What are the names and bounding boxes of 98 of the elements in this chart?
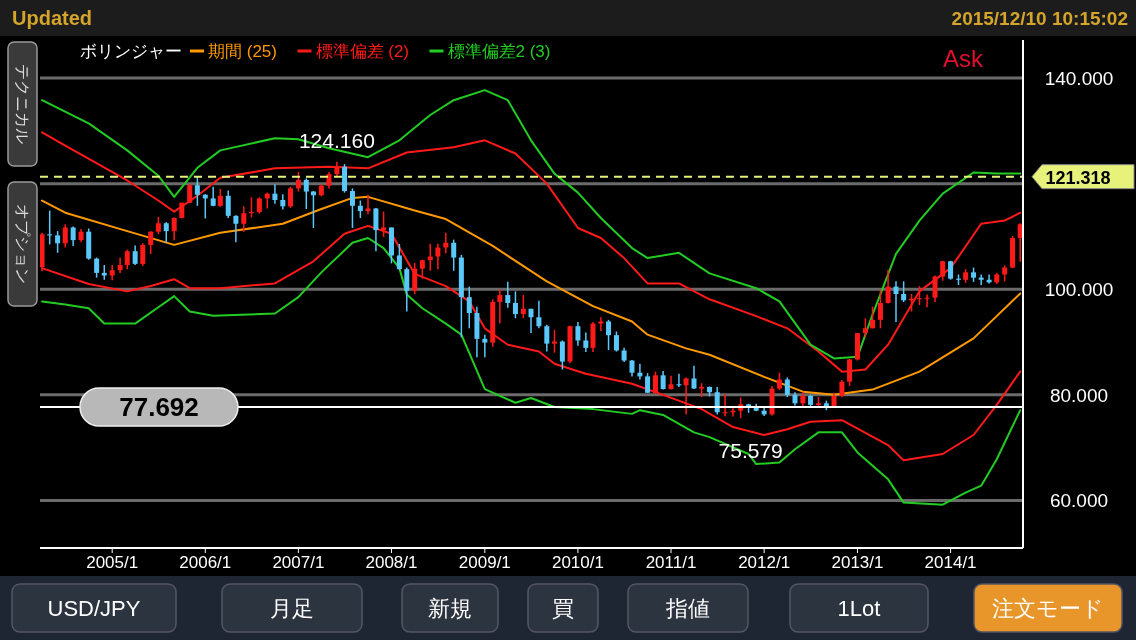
candlestick: [272, 183, 278, 205]
candlestick: [660, 370, 666, 391]
candlestick: [132, 244, 138, 266]
candlestick: [559, 339, 565, 371]
candlestick: [862, 317, 868, 339]
candlestick: [482, 333, 488, 359]
candlestick: [885, 268, 891, 305]
candlestick: [163, 221, 169, 244]
candlestick: [70, 225, 76, 247]
candlestick: [171, 216, 177, 241]
candlestick: [373, 207, 379, 252]
ref-line-label: 121.318: [1045, 167, 1111, 188]
candlestick: [877, 289, 883, 330]
candlestick: [303, 177, 309, 210]
candlestick: [248, 196, 254, 219]
text: 月足: [270, 596, 314, 621]
annotation: 124.160: [298, 128, 375, 152]
legend-label: 標準偏差 (2): [315, 42, 409, 61]
x-tick-label: 2005/1: [86, 553, 139, 572]
text: 2015/12/10 10:15:02: [951, 8, 1128, 29]
candlestick: [613, 330, 619, 353]
candlestick: [606, 319, 612, 351]
line-series: [41, 237, 1022, 506]
candlestick: [652, 370, 658, 395]
candlestick: [505, 281, 511, 309]
candlestick: [233, 214, 239, 243]
candlestick: [932, 274, 938, 303]
candlestick: [497, 288, 503, 325]
text: Updated: [12, 7, 92, 29]
candlestick: [187, 183, 193, 204]
candlestick: [404, 266, 410, 313]
candlestick: [287, 186, 293, 209]
candlestick: [62, 223, 68, 249]
x-tick-label: 2013/1: [831, 553, 884, 572]
candlestick: [1017, 222, 1022, 263]
candlestick: [396, 243, 402, 271]
x-tick-label: 2010/1: [551, 553, 604, 572]
candlestick: [978, 273, 984, 286]
candlestick: [901, 280, 907, 303]
annotation: Ask: [942, 45, 984, 72]
candlestick: [435, 243, 441, 270]
legend-label: 期間 (25): [208, 42, 277, 61]
candlestick: [94, 256, 100, 279]
candlestick: [194, 175, 200, 207]
legend-title: ボリンジャー: [80, 42, 182, 61]
candlestick: [365, 193, 371, 216]
candlestick: [784, 376, 790, 398]
candlestick: [520, 294, 526, 320]
candlestick: [676, 372, 682, 388]
x-tick-label: 2008/1: [365, 553, 418, 572]
candlestick: [583, 331, 589, 353]
candlestick: [466, 285, 472, 330]
y-tick-label: 140.000: [1044, 68, 1114, 90]
text: 1Lot: [837, 596, 881, 621]
candlestick: [893, 280, 899, 323]
candlestick: [443, 231, 449, 255]
candlestick: [722, 393, 728, 418]
x-tick-label: 2007/1: [272, 553, 325, 572]
candlestick: [47, 209, 53, 246]
candlestick: [55, 230, 61, 254]
candlestick: [598, 316, 604, 332]
x-tick-label: 2012/1: [738, 553, 791, 572]
text: 指値: [665, 596, 710, 621]
candlestick: [412, 262, 418, 295]
x-tick-label: 2011/1: [645, 553, 697, 572]
candlestick: [551, 329, 557, 354]
y-tick-label: 80.000: [1049, 384, 1109, 406]
legend-label: 標準偏差2 (3): [447, 42, 551, 61]
line-series: [41, 89, 1022, 360]
x-tick-label: 2014/1: [924, 553, 977, 572]
text: テクニカル: [13, 64, 31, 144]
candlestick: [140, 242, 146, 267]
y-tick-label: 100.000: [1044, 279, 1114, 301]
candlestick: [225, 189, 231, 219]
candlestick: [528, 308, 534, 334]
x-tick-label: 2009/1: [458, 553, 511, 572]
text: 新規: [428, 596, 472, 621]
candlestick: [148, 230, 154, 255]
text: 注文モード: [992, 596, 1104, 621]
candlestick: [295, 171, 301, 193]
candlestick: [645, 372, 651, 394]
y-tick-label: 60.000: [1049, 490, 1109, 512]
ref-line-label: 77.692: [119, 392, 199, 423]
candlestick: [536, 300, 542, 330]
candlestick: [349, 187, 355, 229]
candlestick: [575, 321, 581, 347]
candlestick: [124, 248, 130, 270]
text: USD/JPY: [47, 596, 141, 621]
candlestick: [544, 323, 550, 353]
candlestick: [916, 285, 922, 306]
candlestick: [241, 205, 247, 233]
candlestick: [924, 293, 930, 308]
candlestick: [451, 238, 457, 272]
candlestick: [683, 376, 689, 416]
text: オプション: [13, 204, 31, 284]
text: 買: [552, 596, 574, 621]
x-tick-label: 2006/1: [179, 553, 232, 572]
candlestick: [512, 290, 518, 320]
